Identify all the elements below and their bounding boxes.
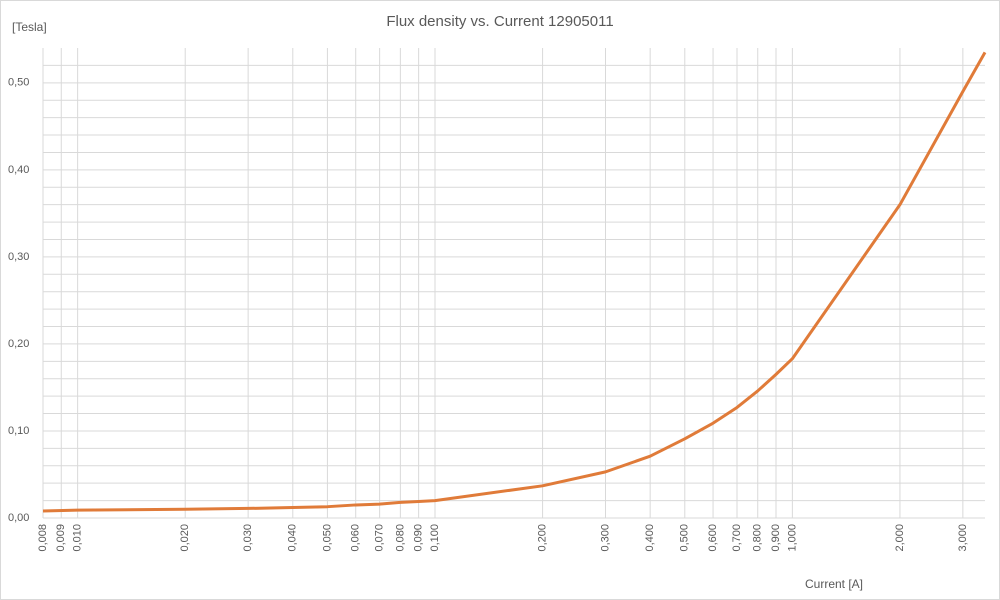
x-tick-label: 0,050: [321, 524, 333, 552]
y-tick-label: 0,30: [8, 251, 29, 263]
x-tick-label: 0,030: [242, 524, 254, 552]
x-axis-label: Current [A]: [805, 577, 863, 591]
x-tick-label: 0,070: [374, 524, 386, 552]
x-tick-label: 0,008: [37, 524, 49, 552]
x-tick-label: 0,010: [72, 524, 84, 552]
x-tick-label: 0,300: [599, 524, 611, 552]
x-tick-label: 0,400: [644, 524, 656, 552]
y-tick-label: 0,20: [8, 338, 29, 350]
x-tick-label: 0,700: [731, 524, 743, 552]
chart-title: Flux density vs. Current 12905011: [386, 13, 613, 30]
x-tick-label: 0,800: [752, 524, 764, 552]
x-tick-label: 0,009: [55, 524, 67, 552]
x-tick-label: 3,000: [957, 524, 969, 552]
y-tick-label: 0,00: [8, 512, 29, 524]
data-line: [42, 51, 987, 513]
y-tick-label: 0,40: [8, 164, 29, 176]
x-tick-label: 0,080: [394, 524, 406, 552]
x-tick-label: 0,900: [770, 524, 782, 552]
x-tick-label: 0,600: [707, 524, 719, 552]
x-tick-label: 0,060: [350, 524, 362, 552]
x-tick-label: 0,100: [429, 524, 441, 552]
y-tick-label: 0,50: [8, 77, 29, 89]
y-axis-label: [Tesla]: [12, 20, 47, 34]
x-tick-label: 0,020: [179, 524, 191, 552]
x-tick-label: 1,000: [786, 524, 798, 552]
x-tick-label: 0,090: [413, 524, 425, 552]
x-tick-label: 0,040: [287, 524, 299, 552]
y-tick-label: 0,10: [8, 425, 29, 437]
x-tick-label: 0,200: [536, 524, 548, 552]
x-tick-label: 0,500: [679, 524, 691, 552]
x-tick-label: 2,000: [894, 524, 906, 552]
